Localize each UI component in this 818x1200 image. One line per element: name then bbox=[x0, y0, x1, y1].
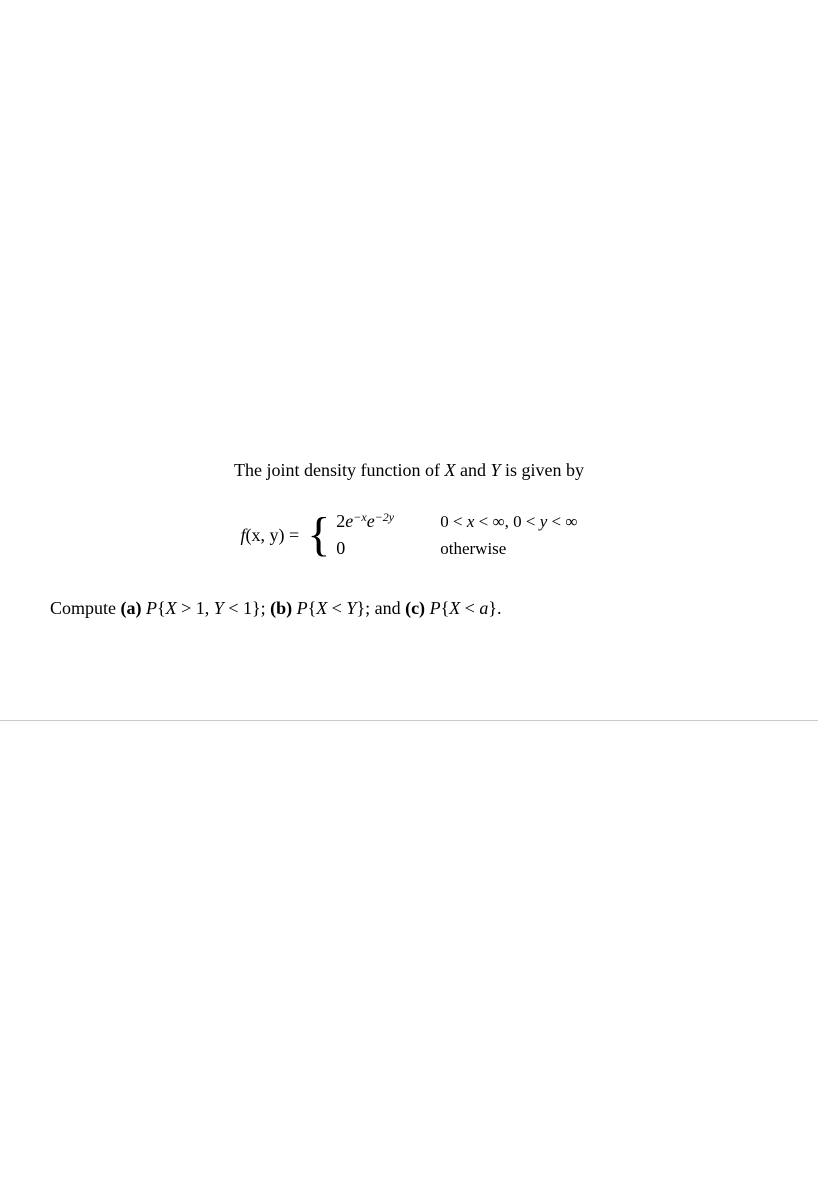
case1-expression: 2e−xe−2y bbox=[336, 511, 416, 532]
horizontal-divider bbox=[0, 720, 818, 721]
part-a-label: (a) bbox=[121, 598, 142, 618]
problem-content: The joint density function of X and Y is… bbox=[50, 460, 768, 622]
compute-prefix: Compute bbox=[50, 598, 121, 618]
case1-exp1: −x bbox=[353, 510, 366, 524]
equation-lhs: f(x, y) = bbox=[241, 525, 300, 546]
compute-line: Compute (a) P{X > 1, Y < 1}; (b) P{X < Y… bbox=[50, 595, 768, 622]
case1-exp2: −2y bbox=[375, 510, 394, 524]
intro-var-y: Y bbox=[490, 460, 500, 480]
part-c-body: {X < a} bbox=[441, 598, 497, 618]
part-b-body: {X < Y} bbox=[308, 598, 365, 618]
intro-var-x: X bbox=[444, 460, 455, 480]
intro-text: The joint density function of X and Y is… bbox=[50, 460, 768, 481]
part-a-body: {X > 1, Y < 1} bbox=[157, 598, 261, 618]
part-b-P: P bbox=[297, 598, 308, 618]
lhs-args: (x, y) bbox=[246, 525, 285, 545]
period: . bbox=[497, 598, 502, 618]
case1-coeff: 2 bbox=[336, 511, 345, 531]
equation-block: f(x, y) = { 2e−xe−2y 0 < x < ∞, 0 < y < … bbox=[50, 511, 768, 559]
part-c-label: (c) bbox=[405, 598, 425, 618]
left-brace: { bbox=[307, 511, 330, 559]
case1-condition: 0 < x < ∞, 0 < y < ∞ bbox=[440, 512, 577, 532]
intro-mid: and bbox=[455, 460, 490, 480]
part-b-label: (b) bbox=[270, 598, 292, 618]
case1-e2: e bbox=[367, 511, 375, 531]
cases-container: 2e−xe−2y 0 < x < ∞, 0 < y < ∞ 0 otherwis… bbox=[336, 511, 577, 559]
part-c-P: P bbox=[430, 598, 441, 618]
case-row-1: 2e−xe−2y 0 < x < ∞, 0 < y < ∞ bbox=[336, 511, 577, 532]
case2-condition: otherwise bbox=[440, 539, 506, 559]
intro-suffix: is given by bbox=[500, 460, 584, 480]
sep1: ; bbox=[261, 598, 271, 618]
lhs-eq: = bbox=[285, 525, 300, 545]
case-row-2: 0 otherwise bbox=[336, 538, 577, 559]
case2-expression: 0 bbox=[336, 538, 416, 559]
part-a-P: P bbox=[146, 598, 157, 618]
intro-prefix: The joint density function of bbox=[234, 460, 444, 480]
sep2: ; and bbox=[365, 598, 405, 618]
